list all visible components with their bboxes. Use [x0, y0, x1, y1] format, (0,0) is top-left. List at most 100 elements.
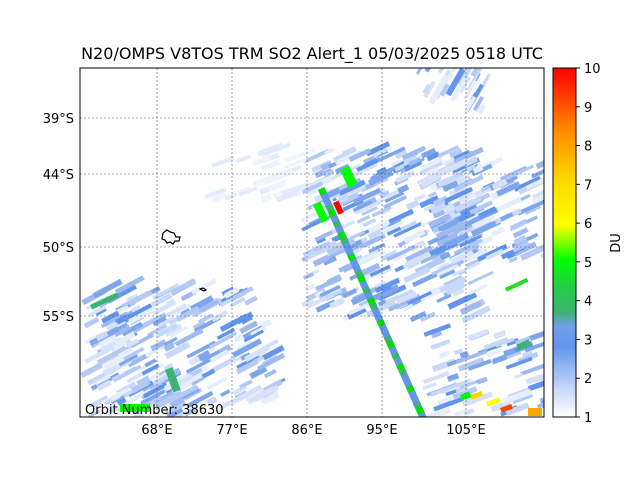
so2-pixel [337, 287, 348, 296]
so2-pixel [395, 170, 416, 184]
so2-pixel [453, 174, 484, 193]
so2-pixel [446, 373, 460, 382]
so2-pixel [164, 407, 174, 416]
so2-pixel [211, 155, 235, 168]
so2-pixel [415, 68, 426, 75]
colorbar-tick-label: 7 [584, 178, 592, 193]
so2-pixel [376, 146, 406, 163]
so2-pixel [219, 298, 231, 308]
so2-pixel [466, 68, 485, 92]
so2-pixel [431, 358, 457, 373]
so2-pixel [260, 193, 272, 203]
so2-pixel [174, 412, 185, 417]
so2-pixel [121, 321, 144, 337]
so2-pixel [428, 213, 451, 228]
so2-pixel [430, 202, 447, 214]
colorbar [552, 67, 577, 418]
so2-pixel [471, 214, 495, 230]
so2-pixel [140, 389, 166, 406]
so2-pixel [123, 303, 154, 323]
so2-pixel [513, 234, 527, 246]
so2-pixel [514, 372, 524, 379]
so2-pixel [396, 220, 418, 233]
lat-tick-label: 44°S [43, 168, 74, 183]
so2-pixel [439, 158, 468, 177]
so2-pixel [211, 310, 229, 322]
so2-pixel [387, 296, 415, 312]
so2-pixel [333, 200, 344, 215]
so2-pixel [440, 68, 459, 92]
so2-pixel [100, 311, 128, 329]
so2-pixel [463, 243, 480, 254]
so2-pixel [439, 83, 450, 97]
so2-pixel [356, 214, 371, 224]
so2-pixel [87, 305, 107, 318]
so2-pixel [463, 79, 478, 100]
so2-pixel [188, 344, 210, 358]
so2-pixel [453, 348, 463, 355]
so2-pixel [505, 277, 529, 292]
so2-pixel [369, 264, 391, 278]
graticule [80, 68, 544, 417]
so2-pixel [463, 407, 475, 417]
so2-pixel [243, 344, 271, 363]
so2-pixel [476, 103, 487, 115]
so2-pixel [423, 323, 452, 337]
so2-pixel [348, 300, 375, 316]
so2-pixel [402, 153, 418, 164]
so2-pixel [455, 195, 483, 213]
lon-tick-label: 95°E [366, 423, 397, 438]
so2-pixel [284, 147, 316, 163]
so2-pixel [421, 174, 443, 188]
so2-pixel [486, 349, 501, 358]
so2-pixel [238, 379, 253, 390]
so2-pixel [346, 306, 367, 320]
so2-pixel [377, 299, 388, 308]
colorbar-tick-label: 3 [584, 333, 592, 348]
so2-pixel [472, 164, 484, 174]
so2-pixel [323, 168, 335, 178]
so2-pixel [420, 156, 443, 171]
so2-pixel [165, 367, 181, 393]
so2-pixel [461, 305, 491, 324]
so2-pixel [121, 290, 150, 308]
so2-pixel [192, 320, 206, 330]
so2-pixel [367, 219, 390, 234]
so2-pixel [83, 317, 100, 329]
so2-pixel [342, 146, 357, 157]
so2-pixel [495, 337, 515, 348]
so2-pixel [322, 255, 338, 266]
longitude-tick-labels: 68°E 77°E 86°E 95°E 105°E [141, 423, 485, 438]
so2-pixel [385, 288, 414, 305]
so2-pixel [335, 150, 363, 166]
so2-pixel [473, 95, 484, 112]
so2-pixel [519, 242, 544, 261]
so2-pixel [508, 256, 518, 264]
so2-pixel [374, 277, 401, 294]
so2-pixel [105, 404, 120, 416]
so2-pixel [163, 336, 178, 347]
so2-pixel [220, 389, 231, 397]
so2-pixel [381, 284, 393, 293]
so2-pixel [532, 188, 544, 199]
so2-pixel [120, 404, 150, 412]
so2-pixel [125, 333, 155, 351]
so2-pixel [127, 352, 150, 368]
heard-island-outline [198, 287, 208, 292]
so2-pixel [453, 225, 466, 235]
so2-pixel [338, 194, 350, 204]
so2-pixel [433, 195, 449, 207]
so2-pixel [436, 171, 464, 188]
so2-pixel [499, 212, 514, 222]
so2-pixel [516, 339, 532, 351]
so2-pixel [512, 227, 529, 239]
so2-pixel [313, 201, 329, 224]
so2-pixel [385, 244, 416, 262]
so2-pixel [453, 408, 468, 417]
so2-pixel [229, 387, 257, 406]
so2-pixel [113, 364, 142, 383]
so2-pixel [430, 388, 444, 397]
so2-pixel [260, 319, 273, 330]
so2-pixel [451, 250, 474, 265]
